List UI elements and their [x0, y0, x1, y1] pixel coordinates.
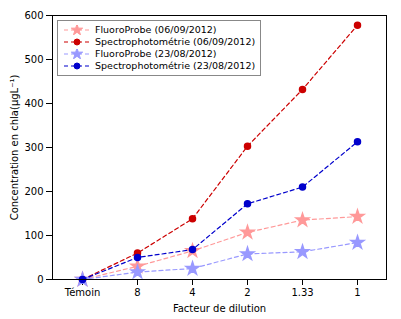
html-text:FluoroProbe (06/09/2012): FluoroProbe (06/09/2012)	[95, 24, 217, 35]
svg-text:500: 500	[24, 54, 43, 65]
svg-text:8: 8	[134, 287, 140, 298]
html-text:Spectrophotométrie (23/08/2012: Spectrophotométrie (23/08/2012)	[95, 60, 256, 71]
svg-text:2: 2	[244, 287, 250, 298]
svg-text:1: 1	[354, 287, 360, 298]
html-text:Spectrophotométrie (06/09/2012: Spectrophotométrie (06/09/2012)	[95, 36, 256, 47]
html-text:FluoroProbe (23/08/2012): FluoroProbe (23/08/2012)	[95, 48, 217, 59]
svg-text:400: 400	[24, 98, 43, 109]
svg-text:Facteur de dilution: Facteur de dilution	[173, 303, 266, 314]
svg-text:Concentration en chla(µgL⁻¹): Concentration en chla(µgL⁻¹)	[9, 75, 20, 221]
svg-text:300: 300	[24, 142, 43, 153]
svg-text:200: 200	[24, 186, 43, 197]
svg-text:0: 0	[37, 274, 43, 285]
svg-text:100: 100	[24, 230, 43, 241]
svg-text:Témoin: Témoin	[64, 287, 101, 298]
svg-text:600: 600	[24, 10, 43, 21]
svg-text:1.33: 1.33	[291, 287, 313, 298]
svg-text:4: 4	[189, 287, 195, 298]
